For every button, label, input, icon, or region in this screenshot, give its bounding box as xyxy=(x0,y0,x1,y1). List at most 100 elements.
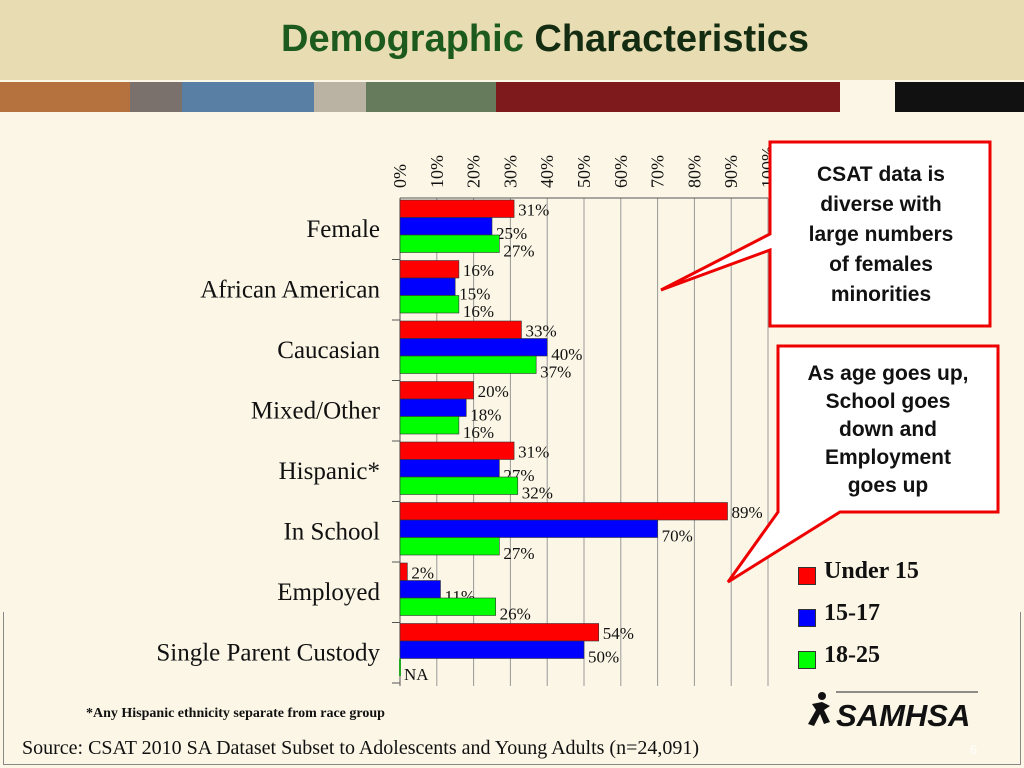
data-label: 2% xyxy=(411,564,434,583)
bar xyxy=(399,234,500,253)
bar xyxy=(399,338,548,357)
data-label: NA xyxy=(404,665,429,684)
stripe-segment xyxy=(840,82,895,112)
stripe-segment xyxy=(0,82,130,112)
tick-label: 40% xyxy=(537,155,557,188)
data-label: 31% xyxy=(518,201,549,220)
bar xyxy=(399,537,500,556)
data-label: 15% xyxy=(459,285,490,304)
color-stripe xyxy=(0,82,1024,112)
bar xyxy=(399,260,460,279)
data-label: 32% xyxy=(522,484,553,503)
category-label: Single Parent Custody xyxy=(156,640,380,667)
callout-1: CSAT data is diverse with large numbers … xyxy=(774,160,988,310)
category-label: Mixed/Other xyxy=(251,398,381,425)
category-label: Employed xyxy=(277,579,380,606)
callout-2-line: goes up xyxy=(847,474,929,497)
category-label: Hispanic* xyxy=(279,458,380,485)
data-label: 16% xyxy=(463,423,494,442)
callout-2-line: As age goes up, xyxy=(807,362,969,385)
tick-label: 10% xyxy=(427,155,447,188)
bar xyxy=(399,199,515,218)
tick-label: 80% xyxy=(684,155,704,188)
data-label: 31% xyxy=(518,443,549,462)
bar xyxy=(399,355,537,374)
data-label: 40% xyxy=(551,345,582,364)
tick-label: 0% xyxy=(390,164,410,188)
callout-1-line: minorities xyxy=(830,283,932,306)
samhsa-wordmark: SAMHSA xyxy=(836,698,970,733)
category-label: In School xyxy=(283,519,380,546)
bar xyxy=(399,597,496,616)
legend-label: 18-25 xyxy=(824,642,880,668)
bar xyxy=(399,476,519,495)
bar xyxy=(399,320,522,339)
data-label: 26% xyxy=(500,605,531,624)
bar xyxy=(399,398,467,417)
data-label: 33% xyxy=(525,322,556,341)
callout-2-line: School goes xyxy=(825,390,951,413)
callout-1-line: diverse with xyxy=(820,193,942,216)
bar xyxy=(399,502,728,521)
legend-label: Under 15 xyxy=(824,558,919,584)
bar xyxy=(399,441,515,460)
legend-swatch-under-15 xyxy=(798,567,816,585)
data-label: 70% xyxy=(662,527,693,546)
bar xyxy=(399,623,600,642)
callout-1-box xyxy=(660,140,992,328)
data-label: 27% xyxy=(503,242,534,261)
bar xyxy=(399,459,500,478)
callout-2-line: down and xyxy=(839,418,937,441)
bottom-frame xyxy=(3,612,1021,765)
bar xyxy=(399,519,658,538)
bar xyxy=(399,416,460,435)
data-label: 20% xyxy=(478,382,509,401)
bar xyxy=(399,295,460,314)
stripe-segment xyxy=(366,82,496,112)
stripe-segment xyxy=(130,82,182,112)
callout-2-box xyxy=(726,344,1000,584)
data-label: 37% xyxy=(540,363,571,382)
title-word-1: Demographic xyxy=(281,18,524,60)
data-label: 54% xyxy=(603,624,634,643)
legend-swatch-15-17 xyxy=(798,609,816,627)
data-label: 25% xyxy=(496,224,527,243)
tick-label: 70% xyxy=(648,155,668,188)
tick-label: 20% xyxy=(464,155,484,188)
slide-title: Demographic Characteristics xyxy=(0,18,1024,61)
bar xyxy=(399,580,441,599)
bar xyxy=(399,562,408,581)
data-label: 18% xyxy=(470,406,501,425)
footnote: *Any Hispanic ethnicity separate from ra… xyxy=(86,706,385,721)
title-bar xyxy=(0,0,1024,80)
legend-swatch-18-25 xyxy=(798,651,816,669)
source-note: Source: CSAT 2010 SA Dataset Subset to A… xyxy=(22,737,700,759)
callout-1-line: large numbers xyxy=(808,223,954,246)
category-label: Caucasian xyxy=(277,337,380,364)
page-number: 6 xyxy=(970,743,977,758)
title-word-2: Characteristics xyxy=(534,18,809,60)
callout-1-line: of females xyxy=(829,253,933,276)
samhsa-logo: SAMHSA xyxy=(808,691,978,733)
tick-label: 30% xyxy=(500,155,520,188)
data-label: 16% xyxy=(463,302,494,321)
legend-label: 15-17 xyxy=(824,600,880,626)
tick-label: 50% xyxy=(574,155,594,188)
bar xyxy=(399,277,456,296)
stripe-segment xyxy=(895,82,1024,112)
callout-2-line: Employment xyxy=(824,446,952,469)
bar xyxy=(399,381,474,400)
callout-1-line: CSAT data is xyxy=(817,163,945,186)
stripe-segment xyxy=(182,82,314,112)
category-label: African American xyxy=(200,277,380,304)
figure-icon xyxy=(808,692,830,726)
tick-label: 90% xyxy=(721,155,741,188)
bar xyxy=(399,640,585,659)
bar xyxy=(399,217,493,236)
callout-2: As age goes up, School goes down and Emp… xyxy=(780,360,996,500)
stripe-segment xyxy=(314,82,366,112)
data-label: 16% xyxy=(463,261,494,280)
data-label: 27% xyxy=(503,544,534,563)
data-label: 89% xyxy=(732,503,763,522)
